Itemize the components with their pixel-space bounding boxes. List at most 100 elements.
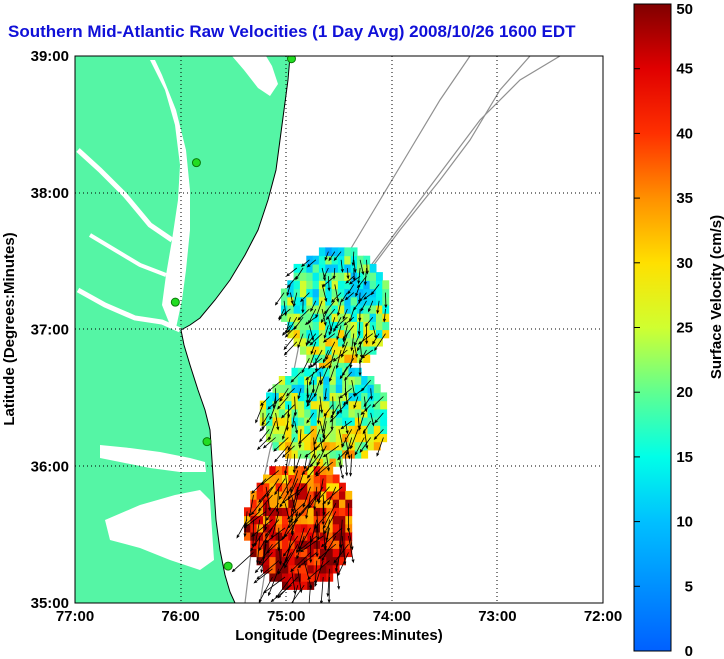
velocity-cell [299,304,307,314]
velocity-cell [275,572,283,582]
velocity-cell [313,466,321,475]
velocity-arrow [256,560,280,580]
velocity-cell [269,474,277,484]
velocity-cell [306,329,314,339]
velocity-cell [325,321,333,331]
velocity-cell [337,354,345,363]
velocity-cell [329,417,337,426]
radar-station-marker [286,56,296,64]
velocity-cell [288,466,296,475]
velocity-arrow [349,349,355,369]
velocity-cell [369,263,377,273]
velocity-arrow [349,308,355,323]
potomac-river [76,148,174,243]
velocity-arrow [323,388,327,401]
velocity-cell [337,304,345,314]
velocity-cell [306,280,314,290]
velocity-cell [269,466,277,475]
velocity-cell [297,417,305,426]
velocity-arrow [370,284,380,296]
velocity-cell [294,499,302,508]
velocity-arrow [344,292,355,301]
velocity-cell [256,490,264,500]
velocity-cell [326,531,334,541]
velocity-cell [306,263,314,273]
velocity-cell [269,515,277,525]
velocity-arrow [287,478,299,501]
velocity-cell [244,515,251,525]
velocity-arrow [297,494,318,517]
velocity-cell [329,384,337,393]
velocity-arrow [337,445,352,461]
velocity-arrow [340,420,352,430]
velocity-cell [282,482,289,492]
velocity-cell [350,313,358,322]
velocity-cell [342,425,350,434]
velocity-arrow [297,308,310,321]
velocity-arrow [259,420,270,432]
velocity-arrow [346,267,350,280]
velocity-cell [278,384,286,393]
velocity-cell [339,507,346,517]
velocity-cell [363,313,371,322]
velocity-arrow [339,366,348,380]
velocity-arrow [328,251,336,262]
velocity-cell [344,296,352,306]
velocity-cell [307,507,315,517]
velocity-cell [323,441,331,451]
velocity-arrow [298,429,302,449]
velocity-arrow [348,535,355,564]
velocity-cell [367,441,375,451]
velocity-arrow [333,543,349,564]
velocity-cell [269,556,277,566]
velocity-cell [307,564,315,574]
velocity-cell [291,367,299,377]
velocity-arrow [308,308,317,325]
colorbar-tick-label: 15 [676,449,693,466]
velocity-arrow [292,585,299,603]
velocity-arrow [310,300,317,313]
velocity-arrow [309,371,315,386]
velocity-arrow [342,325,355,341]
velocity-cell [348,400,356,410]
velocity-cell [291,425,299,434]
velocity-cell [307,515,315,525]
velocity-arrow [256,535,261,565]
radar-stations [170,56,296,571]
velocity-cell [278,400,286,410]
velocity-cell [291,441,299,451]
velocity-cell [373,408,381,418]
velocity-cell [320,531,327,541]
velocity-arrow [323,349,329,364]
velocity-arrow [266,478,280,498]
velocity-cell [325,296,333,306]
velocity-arrow [260,470,280,486]
velocity-cell [342,367,350,377]
velocity-cell [250,499,258,508]
velocity-cell [363,354,371,363]
velocity-arrow [335,349,342,370]
velocity-arrow [275,486,280,513]
velocity-cell [357,329,364,339]
velocity-cell [312,272,320,281]
velocity-cell [282,515,289,525]
velocity-arrow [313,429,321,446]
velocity-arrow [268,420,276,441]
velocity-cell [354,433,362,443]
velocity-arrow [301,358,310,374]
velocity-arrow [284,544,299,569]
velocity-arrow [314,358,318,373]
velocity-arrow [350,333,355,352]
x-tick-label: 72:00 [584,608,622,625]
albemarle-sound [100,445,206,472]
velocity-cell [373,400,381,410]
velocity-cell [280,313,288,322]
velocity-cell [361,376,369,385]
velocity-cell [382,280,390,290]
velocity-cell [312,321,320,331]
velocity-arrow [337,552,349,577]
velocity-arrow [293,316,304,331]
velocity-cell [325,304,333,314]
velocity-cell [313,572,321,582]
velocity-cell [272,433,280,443]
